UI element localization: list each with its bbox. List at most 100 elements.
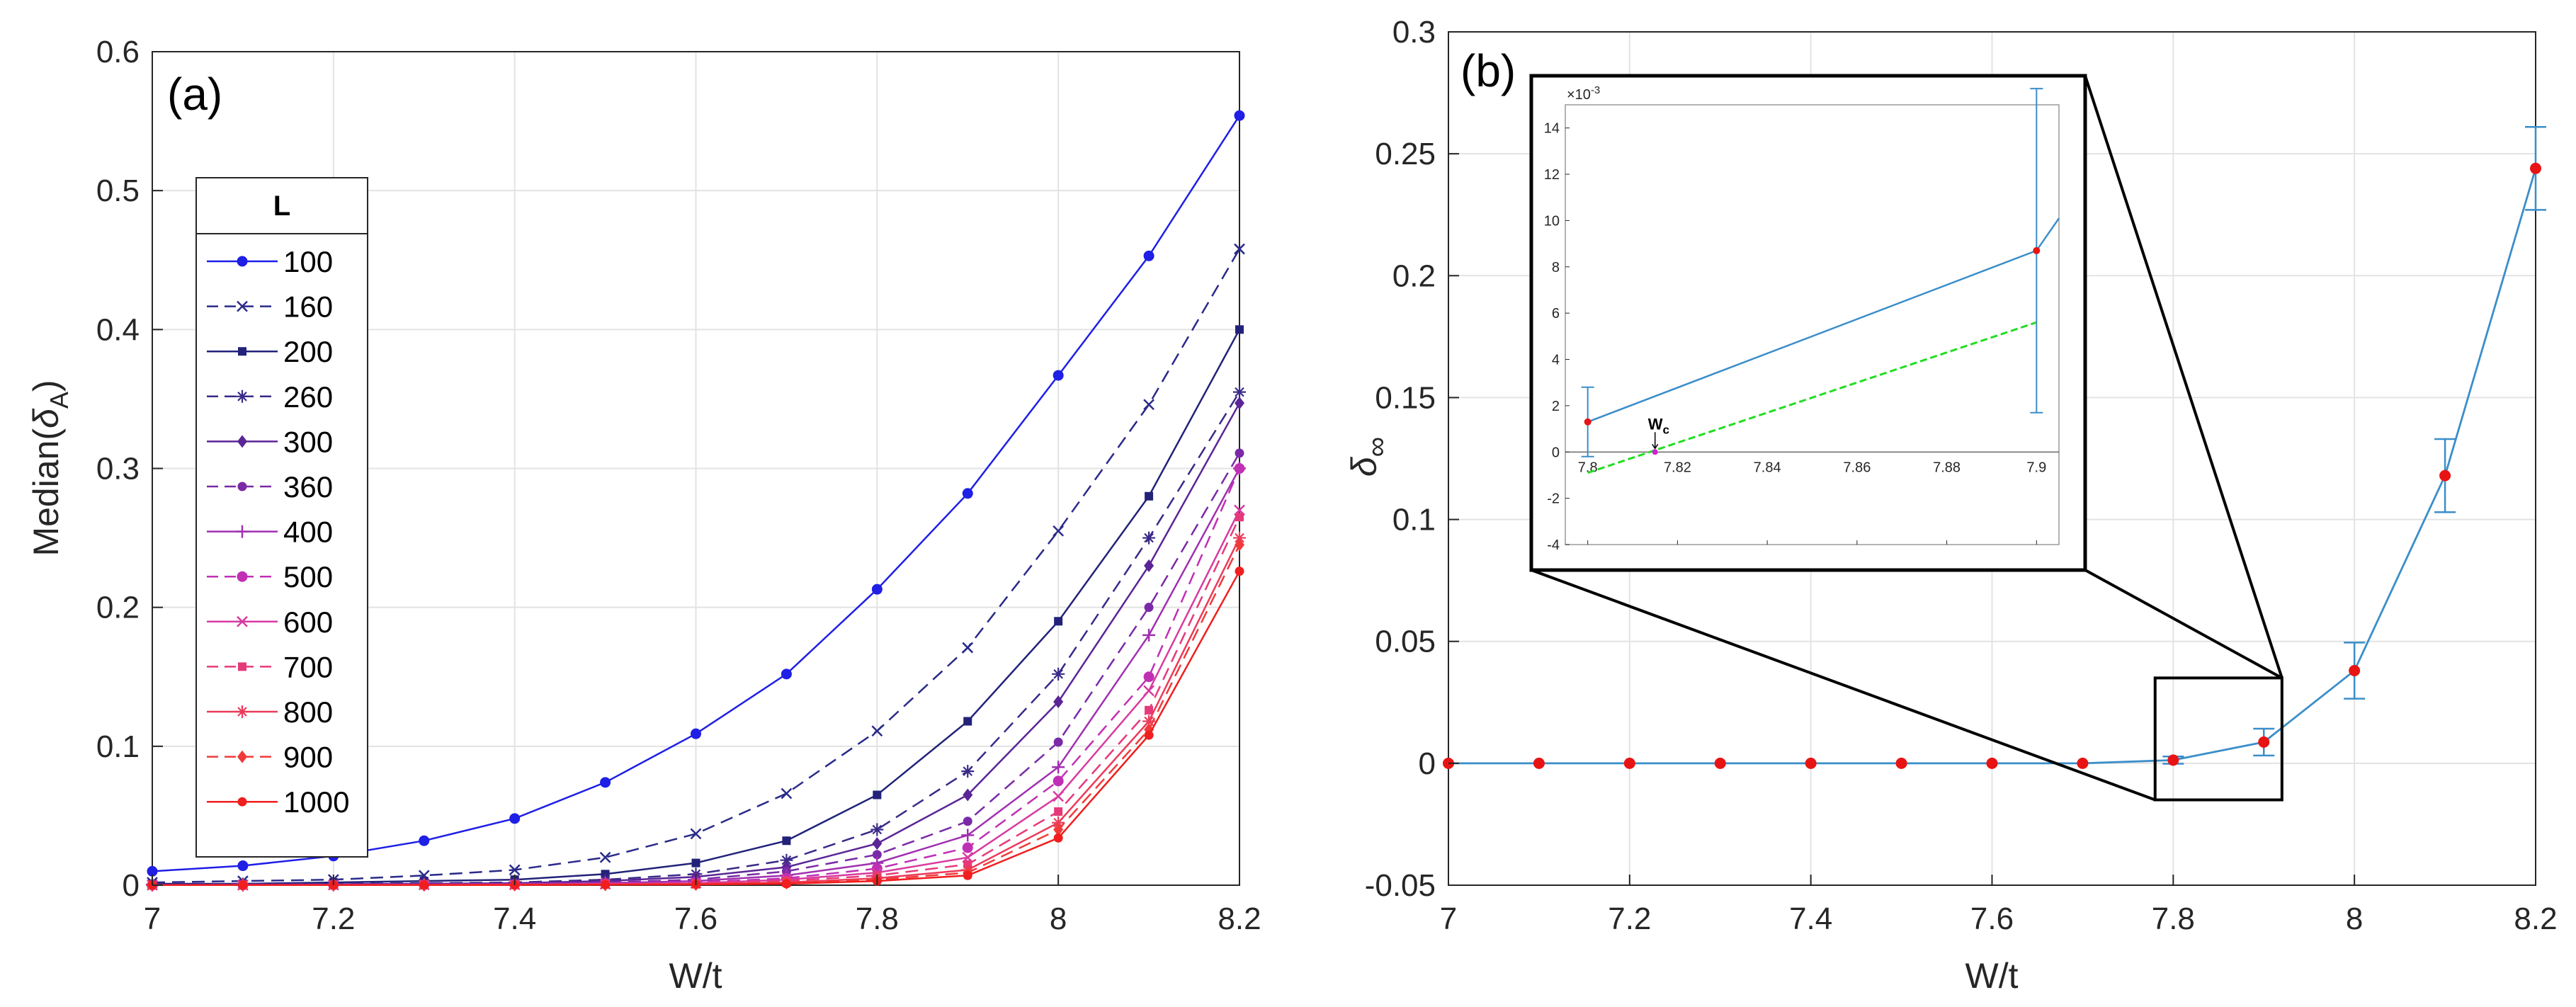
- data-point-L260: [1233, 385, 1246, 399]
- legend-title: L: [273, 190, 290, 222]
- inset-x-tick-label: 7.82: [1664, 460, 1691, 475]
- wc-arrow: [1652, 432, 1659, 450]
- data-point-L500: [1234, 463, 1245, 474]
- inset-x-tick-label: 7.86: [1843, 460, 1871, 475]
- data-point-L500: [962, 842, 973, 853]
- data-point-L600: [1143, 685, 1154, 697]
- legend-items: 100 160 200 260 300 360 400 500 600 700 800 900 1000: [207, 245, 349, 819]
- legend-swatch-marker: [236, 389, 249, 403]
- y-axis-label-b: δ∞: [1344, 437, 1392, 477]
- y-tick-label: 0.5: [96, 173, 140, 208]
- legend-label-L900: 900: [283, 741, 333, 774]
- legend-item-L900: 900: [207, 741, 333, 774]
- x-axis-label-a: W/t: [669, 956, 722, 996]
- legend-label-L360: 360: [283, 470, 333, 504]
- legend-swatch-marker: [238, 662, 246, 671]
- data-point-L100: [419, 835, 430, 846]
- inset-exponent-label: ×10-3: [1567, 84, 1600, 103]
- x-tick-label: 7.2: [1608, 901, 1651, 936]
- data-point-L200: [963, 717, 972, 726]
- data-point-L200: [873, 790, 882, 800]
- zoom-connector-line: [2084, 75, 2283, 678]
- ticks-b: 7 7.2 7.4 7.6 7.8 8 8.2-0.0500.050.10.150.20.2…: [1365, 15, 2558, 936]
- legend-swatch-marker: [237, 300, 248, 312]
- data-point-L360: [1053, 737, 1063, 747]
- data-point-L1000: [1235, 567, 1244, 576]
- zoom-connector-line: [1531, 569, 2156, 802]
- data-point-L160: [871, 725, 883, 737]
- legend-item-L1000: 1000: [207, 785, 349, 819]
- legend-item-L400: 400: [207, 516, 333, 549]
- legend-swatch-marker: [237, 571, 248, 582]
- legend-item-L800: 800: [207, 695, 333, 729]
- legend-item-L200: 200: [207, 335, 333, 368]
- data-point-L900: [1053, 823, 1064, 836]
- legend-label-L100: 100: [283, 245, 333, 278]
- legend-label-L400: 400: [283, 516, 333, 549]
- wc-label: Wc: [1648, 415, 1669, 436]
- data-point-L300: [872, 837, 883, 850]
- legend-swatch-marker: [237, 750, 247, 763]
- inset-fit-line: [1587, 321, 2037, 474]
- legend-label-L200: 200: [283, 335, 333, 368]
- legend-item-L160: 160: [207, 290, 333, 324]
- y-tick-label: 0.6: [96, 35, 140, 69]
- y-tick-label: 0: [1419, 746, 1436, 781]
- legend-label-L700: 700: [283, 650, 333, 683]
- y-tick-label: 0.2: [1392, 258, 1436, 293]
- zoom-connector-line: [2084, 569, 2283, 680]
- inset-data-point: [2033, 246, 2041, 254]
- data-point-L400: [1052, 761, 1065, 774]
- legend-item-L360: 360: [207, 470, 333, 504]
- inset-y-tick-label: 6: [1552, 306, 1560, 322]
- x-tick-label: 7.4: [493, 901, 536, 936]
- data-point: [2167, 754, 2179, 766]
- data-point-L200: [1145, 491, 1154, 501]
- data-point-L160: [599, 851, 611, 863]
- legend-label-L300: 300: [283, 425, 333, 458]
- data-point-L300: [963, 788, 973, 802]
- legend-swatch-marker: [236, 525, 249, 538]
- inset-y-tick-label: 8: [1552, 260, 1560, 275]
- inset-axes-box: [1565, 104, 2060, 545]
- data-point-L500: [1143, 671, 1154, 683]
- legend-label-L1000: 1000: [283, 785, 349, 819]
- data-point-L1000: [781, 879, 791, 889]
- data-point-L160: [962, 642, 974, 654]
- data-point-L700: [1235, 513, 1244, 522]
- data-point: [2349, 665, 2361, 677]
- legend-swatch-marker: [237, 482, 247, 491]
- y-tick-label: 0.3: [96, 452, 140, 487]
- x-tick-label: 7.4: [1789, 901, 1832, 936]
- data-point-L260: [870, 823, 884, 836]
- data-point-L160: [690, 828, 702, 840]
- inset-x-tick-label: 7.9: [2026, 460, 2046, 475]
- inset-data-point: [1584, 418, 1591, 426]
- y-tick-label: 0.25: [1375, 137, 1436, 171]
- x-tick-label: 7: [1440, 901, 1457, 936]
- data-point-L1000: [1053, 833, 1063, 843]
- data-point: [2530, 162, 2541, 174]
- y-tick-label: 0.3: [1392, 15, 1436, 50]
- panel-a-label: (a): [167, 69, 222, 120]
- zoom-indicator: [1531, 75, 2283, 802]
- data-point-L260: [1052, 667, 1065, 681]
- data-point-L800: [1052, 816, 1065, 829]
- data-point-L1000: [419, 880, 429, 890]
- y-tick-label: 0.1: [96, 729, 140, 764]
- data-point-L200: [1235, 325, 1244, 334]
- data-point-L160: [1143, 399, 1154, 411]
- data-point-L260: [1142, 531, 1156, 545]
- inset-y-tick-label: 14: [1544, 121, 1560, 137]
- data-point-L900: [1235, 538, 1244, 552]
- inset-x-tick-label: 7.8: [1578, 460, 1598, 475]
- x-tick-label: 7: [144, 901, 161, 936]
- legend-a: L 10016020026030036040050060070080090010…: [195, 177, 368, 858]
- data-point-L100: [600, 777, 611, 788]
- data-point-L800: [1233, 531, 1246, 545]
- data-point: [1895, 757, 1907, 769]
- data-point-L500: [1052, 775, 1064, 787]
- legend-swatch-marker: [237, 256, 248, 267]
- legend-item-L100: 100: [207, 245, 333, 278]
